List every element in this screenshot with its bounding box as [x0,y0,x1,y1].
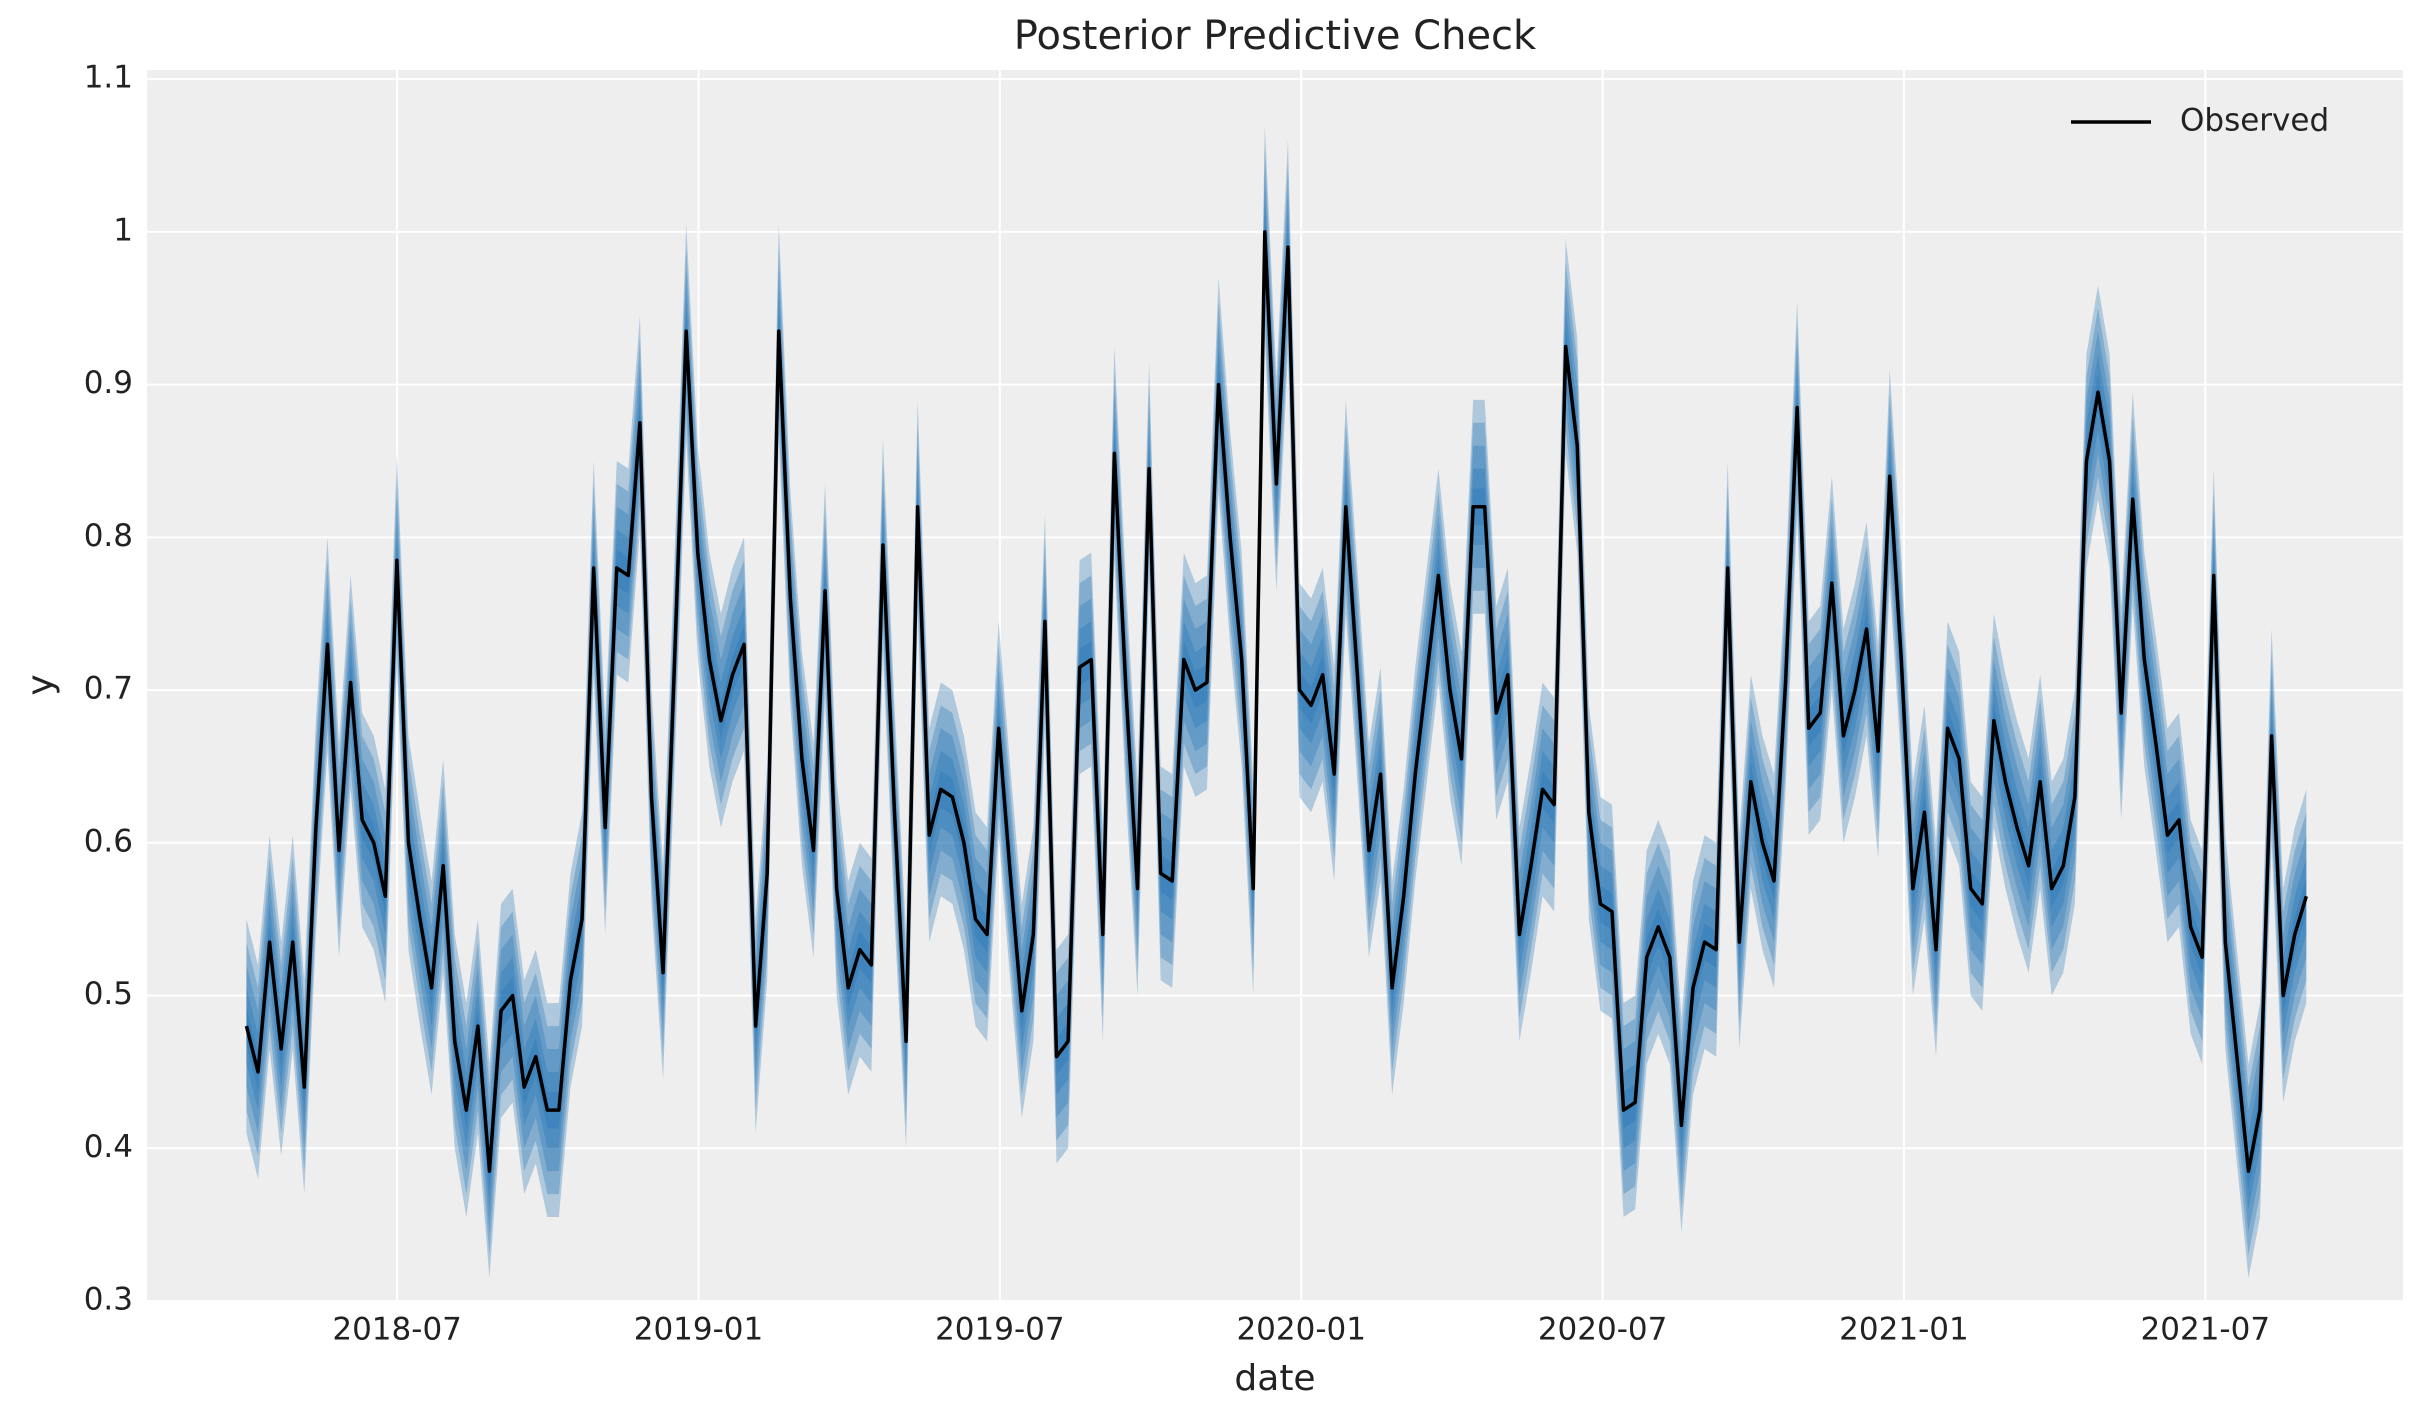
y-tick-label: 0.4 [84,1129,133,1165]
y-tick-label: 0.9 [84,365,133,401]
x-tick-label: 2020-07 [1538,1312,1668,1348]
y-tick-label: 1 [113,212,133,248]
x-tick-label: 2021-01 [1839,1312,1969,1348]
x-axis-label: date [1234,1358,1315,1399]
predictive-band [246,124,2307,1279]
predictive-band [246,147,2307,1256]
x-tick-label: 2021-07 [2141,1312,2271,1348]
legend-label: Observed [2180,103,2329,139]
y-tick-label: 0.3 [84,1282,133,1318]
x-tick-label: 2018-07 [332,1312,462,1348]
observed-line [244,230,2308,1173]
y-tick-label: 1.1 [84,60,133,96]
y-tick-label: 0.5 [84,976,133,1012]
x-tick-label: 2019-07 [935,1312,1065,1348]
y-tick-label: 0.6 [84,823,133,859]
x-tick-label: 2019-01 [634,1312,764,1348]
chart-title: Posterior Predictive Check [1014,13,1537,59]
y-axis-label: y [20,674,61,695]
y-tick-label: 0.7 [84,671,133,707]
plot-area [147,70,2403,1301]
x-tick-label: 2020-01 [1236,1312,1366,1348]
y-tick-label: 0.8 [84,518,133,554]
